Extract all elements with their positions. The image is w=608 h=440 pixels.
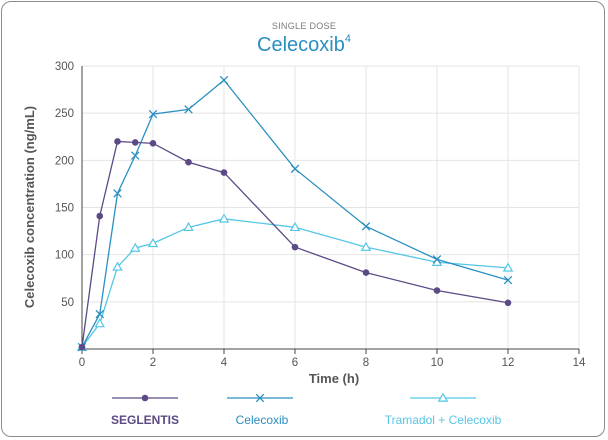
point-tramadol-celecoxib-6	[218, 213, 230, 223]
x-tick-label-6: 6	[292, 357, 298, 369]
point-seglentis-10	[504, 299, 512, 307]
chart-subtitle: SINGLE DOSE	[272, 21, 336, 31]
legend-item-tramadol-celecoxib: Tramadol + Celecoxib	[385, 392, 502, 427]
chart-title: Celecoxib4	[257, 33, 351, 56]
point-seglentis-2	[114, 138, 121, 145]
x-axis-label: Time (h)	[309, 371, 359, 386]
point-celecoxib-1-stroke-b	[95, 309, 105, 319]
x-tick-labels: 0 2 4 6 8 10 12 14	[79, 357, 586, 369]
x-tick-label-12: 12	[502, 357, 515, 369]
point-celecoxib-4	[148, 109, 158, 119]
point-seglentis-0	[78, 343, 86, 351]
legend-marker-celecoxib	[255, 393, 265, 403]
y-tick-labels: 50 100 150 200 250 300	[55, 61, 74, 309]
chart-title-text: Celecoxib	[257, 34, 345, 56]
point-celecoxib-7	[290, 164, 300, 174]
y-tick-label-250: 250	[55, 108, 74, 120]
legend-marker-celecoxib-stroke-b	[255, 393, 265, 403]
point-celecoxib-7-stroke-b	[290, 164, 300, 174]
legend-marker-seglentis	[141, 394, 149, 402]
point-tramadol-celecoxib-1	[94, 318, 105, 328]
x-tick-label-8: 8	[363, 357, 369, 369]
point-celecoxib-9-stroke-b	[432, 255, 442, 264]
y-tick-label-50: 50	[61, 297, 74, 309]
point-celecoxib-3-stroke-b	[130, 151, 140, 160]
point-seglentis-7	[291, 243, 299, 251]
point-celecoxib-6-stroke-b	[219, 75, 229, 85]
point-celecoxib-5	[184, 105, 193, 114]
series-layer	[76, 75, 514, 352]
point-tramadol-celecoxib-3	[130, 242, 141, 252]
point-seglentis-1	[96, 212, 104, 220]
point-tramadol-celecoxib-8	[360, 241, 372, 251]
point-tramadol-celecoxib-5	[183, 221, 194, 232]
point-tramadol-celecoxib-4	[147, 237, 159, 248]
point-celecoxib-1	[95, 309, 105, 319]
y-tick-label-200: 200	[55, 155, 74, 167]
series-seglentis	[78, 138, 512, 351]
grid	[82, 65, 580, 349]
point-seglentis-6	[220, 169, 228, 176]
point-celecoxib-5-stroke-b	[184, 105, 193, 114]
point-celecoxib-2-stroke-b	[113, 189, 122, 198]
series-celecoxib	[77, 75, 513, 352]
point-celecoxib-6	[219, 75, 229, 85]
point-celecoxib-8-stroke-b	[361, 222, 371, 231]
point-celecoxib-10-stroke-b	[503, 275, 513, 285]
legend-label-tramadol-celecoxib: Tramadol + Celecoxib	[385, 413, 502, 427]
point-celecoxib-8	[361, 222, 371, 231]
point-seglentis-5	[185, 158, 192, 166]
point-seglentis-8	[362, 269, 370, 276]
point-tramadol-celecoxib-2	[112, 261, 123, 271]
point-celecoxib-4-stroke-b	[148, 109, 158, 119]
y-tick-label-100: 100	[55, 250, 74, 262]
legend: SEGLENTIS Celecoxib Tramadol + Celecoxib	[111, 392, 502, 427]
legend-marker-tramadol-celecoxib	[437, 392, 449, 402]
y-axis-label: Celecoxib concentration (ng/mL)	[22, 106, 37, 308]
point-tramadol-celecoxib-10	[502, 262, 514, 272]
point-celecoxib-2	[113, 189, 122, 198]
legend-label-seglentis: SEGLENTIS	[111, 413, 179, 427]
y-tick-label-150: 150	[55, 203, 74, 215]
chart-title-superscript: 4	[345, 33, 351, 45]
point-seglentis-9	[433, 287, 441, 294]
x-tick-label-14: 14	[573, 357, 586, 369]
point-celecoxib-9	[432, 255, 442, 264]
y-tick-label-300: 300	[55, 61, 74, 73]
legend-item-celecoxib: Celecoxib	[227, 393, 293, 427]
point-seglentis-4	[149, 140, 157, 147]
point-celecoxib-10	[503, 275, 513, 285]
legend-label-celecoxib: Celecoxib	[236, 413, 289, 427]
point-celecoxib-3	[130, 151, 140, 160]
x-tick-label-10: 10	[431, 357, 444, 369]
x-tick-label-4: 4	[221, 357, 228, 369]
axes	[81, 66, 580, 354]
x-tick-label-0: 0	[79, 357, 85, 369]
point-tramadol-celecoxib-7	[289, 221, 301, 232]
legend-item-seglentis: SEGLENTIS	[111, 394, 179, 427]
point-seglentis-3	[131, 139, 139, 146]
x-tick-label-2: 2	[150, 357, 156, 369]
